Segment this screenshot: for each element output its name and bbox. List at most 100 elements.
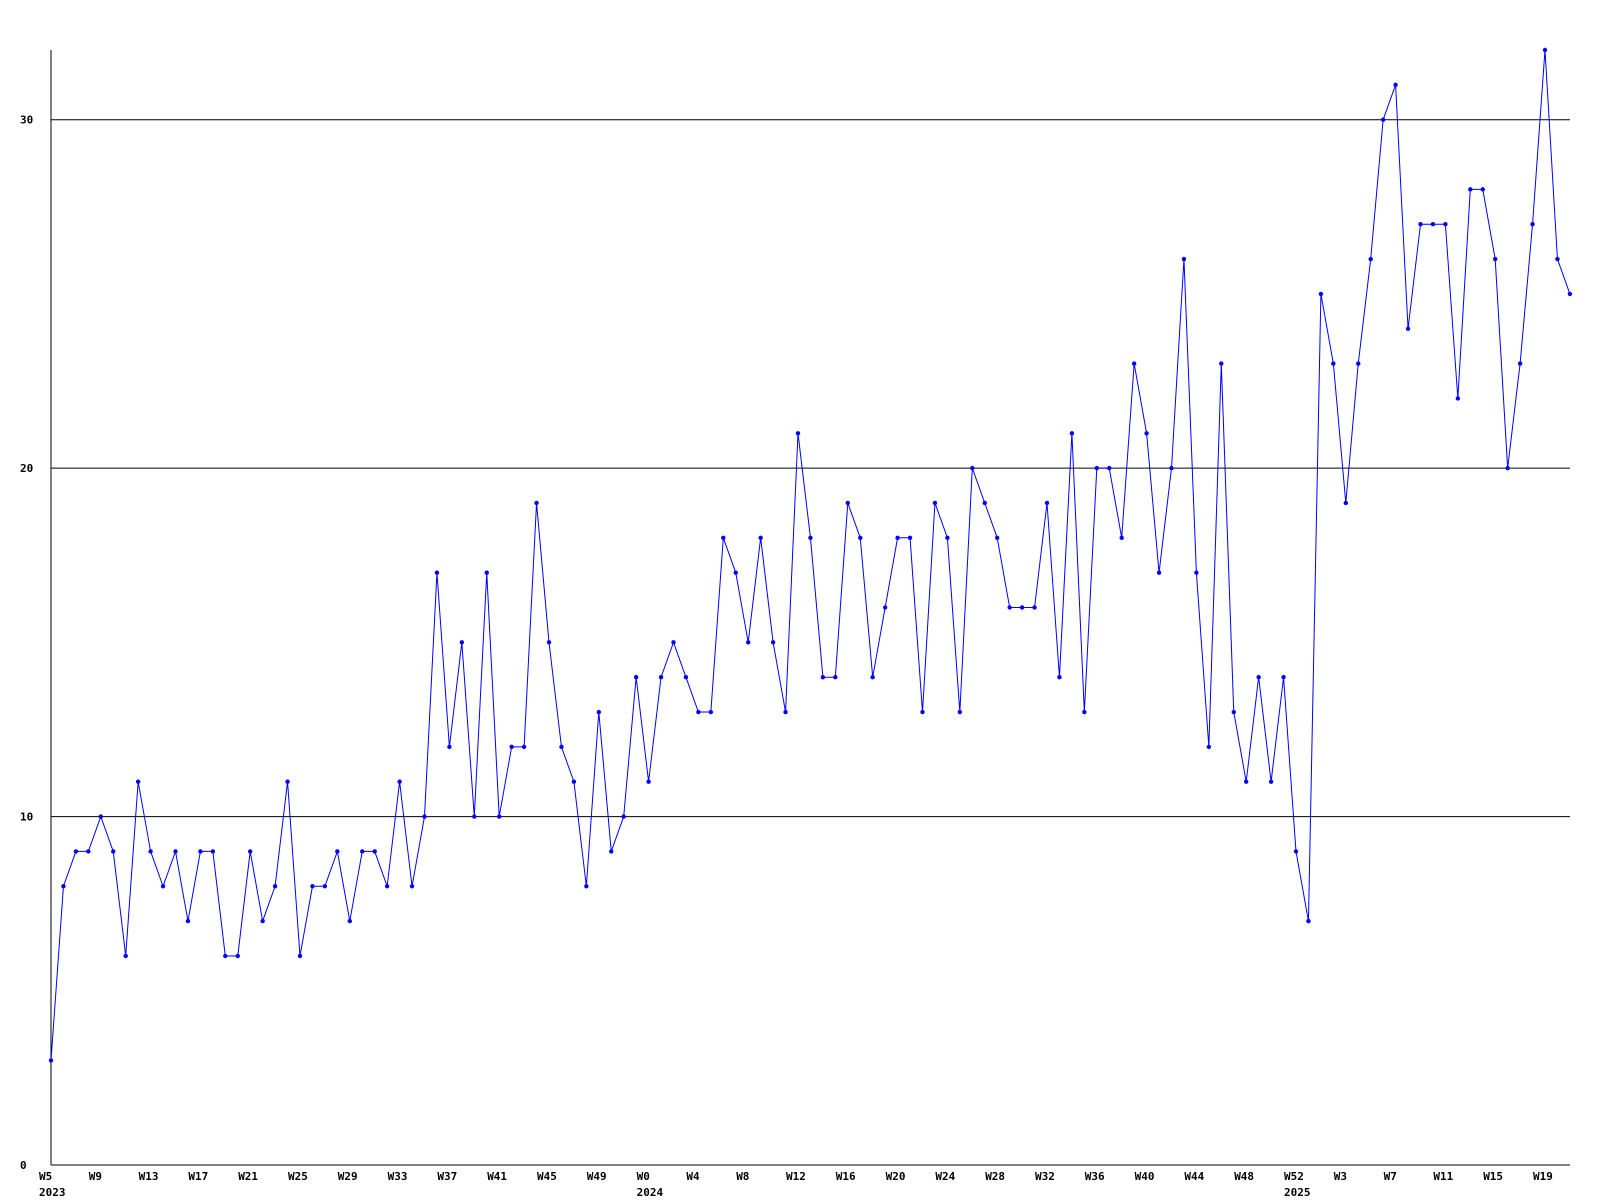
x-tick-label: W49	[587, 1170, 607, 1183]
data-point	[609, 849, 614, 854]
data-point	[285, 779, 290, 784]
data-point	[783, 709, 788, 715]
y-axis: 0 10 20 30	[20, 50, 52, 1172]
data-point	[820, 674, 826, 680]
data-point	[1231, 709, 1236, 715]
data-point	[1144, 431, 1149, 436]
data-point	[1057, 674, 1062, 680]
data-point	[1393, 82, 1398, 88]
data-point	[995, 535, 1000, 541]
data-point	[845, 500, 850, 506]
data-point	[1368, 256, 1373, 262]
data-point	[1293, 849, 1299, 854]
data-point	[795, 431, 801, 436]
data-point	[1380, 117, 1386, 122]
data-point	[260, 918, 265, 924]
data-point	[73, 849, 79, 854]
data-point	[509, 744, 514, 750]
data-point	[1443, 222, 1448, 227]
x-tick-label: W36	[1085, 1170, 1105, 1183]
x-tick-label: W19	[1533, 1170, 1553, 1183]
x-tick-label: W45	[537, 1170, 557, 1183]
data-point	[746, 640, 751, 645]
data-point	[1219, 361, 1224, 366]
data-point	[957, 709, 963, 715]
data-point	[571, 779, 577, 784]
data-point	[1044, 500, 1050, 506]
data-point	[1468, 187, 1473, 192]
data-point	[1094, 465, 1100, 471]
data-point	[1567, 291, 1573, 297]
x-tick-label: W3	[1334, 1170, 1347, 1183]
data-point	[123, 953, 128, 959]
data-point	[733, 570, 738, 575]
data-point	[1181, 256, 1187, 262]
data-point	[409, 884, 415, 889]
data-point	[770, 640, 776, 645]
data-point	[310, 884, 315, 889]
data-point	[1256, 674, 1261, 680]
data-point	[335, 849, 340, 854]
data-point	[1268, 779, 1274, 784]
data-point	[347, 918, 352, 924]
data-point	[459, 640, 465, 645]
data-point	[1405, 326, 1411, 331]
data-point	[1480, 187, 1485, 192]
data-point	[272, 884, 278, 889]
data-point	[322, 884, 328, 889]
data-point	[708, 709, 714, 715]
data-point	[48, 1058, 54, 1063]
y-tick-label: 10	[20, 811, 33, 824]
x-tick-label: W20	[886, 1170, 906, 1183]
data-point	[870, 674, 875, 680]
data-point	[1343, 500, 1349, 506]
data-point	[1082, 709, 1087, 715]
x-tick-label: W29	[338, 1170, 358, 1183]
x-tick-label: W0	[637, 1170, 650, 1183]
data-point	[1019, 605, 1025, 610]
data-point	[945, 535, 950, 541]
data-point	[970, 465, 975, 471]
x-tick-label: W5	[39, 1170, 52, 1183]
data-point	[497, 814, 502, 819]
data-point	[384, 884, 390, 889]
data-point	[434, 570, 440, 575]
x-tick-label: W25	[288, 1170, 308, 1183]
x-tick-label: W32	[1035, 1170, 1055, 1183]
data-point	[1169, 465, 1174, 471]
data-point	[1156, 570, 1162, 575]
data-point	[633, 674, 639, 680]
data-point	[721, 535, 726, 541]
data-point	[1032, 605, 1037, 610]
data-point	[1318, 291, 1324, 297]
data-point	[397, 779, 402, 784]
data-point	[858, 535, 863, 541]
data-point	[1206, 744, 1212, 750]
x-tick-label: W41	[487, 1170, 507, 1183]
data-point	[86, 849, 91, 854]
data-point	[360, 849, 365, 854]
data-point	[895, 535, 900, 541]
data-point	[596, 709, 601, 715]
data-point	[1281, 674, 1286, 680]
data-point	[1107, 465, 1112, 471]
y-tick-label: 20	[20, 462, 33, 475]
data-point	[248, 849, 253, 854]
data-point	[223, 953, 228, 959]
data-point	[484, 570, 489, 575]
data-point	[534, 500, 539, 506]
x-tick-label: W16	[836, 1170, 856, 1183]
data-point	[1530, 222, 1535, 227]
data-point	[559, 744, 564, 750]
x-tick-label: W12	[786, 1170, 806, 1183]
data-point	[1555, 256, 1560, 262]
data-point	[173, 849, 178, 854]
data-point	[135, 779, 141, 784]
data-point	[521, 744, 527, 750]
data-point	[472, 814, 477, 819]
data-point	[235, 953, 240, 959]
data-point	[1455, 396, 1461, 401]
data-point	[658, 674, 664, 680]
data-point	[1131, 361, 1137, 366]
year-label: 2025	[1284, 1186, 1311, 1199]
